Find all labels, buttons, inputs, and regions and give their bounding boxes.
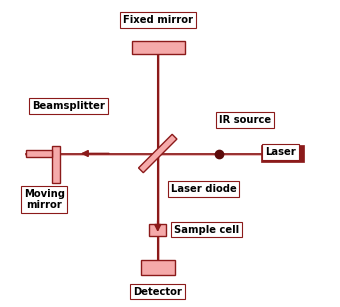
FancyBboxPatch shape xyxy=(52,146,61,183)
Text: IR source: IR source xyxy=(219,115,271,125)
FancyBboxPatch shape xyxy=(141,260,175,275)
Text: Laser: Laser xyxy=(265,147,296,157)
Text: Detector: Detector xyxy=(133,287,182,297)
FancyBboxPatch shape xyxy=(132,41,185,54)
FancyBboxPatch shape xyxy=(26,150,52,157)
Text: Fixed mirror: Fixed mirror xyxy=(123,15,193,25)
FancyBboxPatch shape xyxy=(149,224,166,236)
Text: Laser diode: Laser diode xyxy=(171,184,237,194)
Text: Beamsplitter: Beamsplitter xyxy=(32,101,105,111)
FancyBboxPatch shape xyxy=(260,145,304,162)
Text: Moving
mirror: Moving mirror xyxy=(23,189,65,210)
Text: Sample cell: Sample cell xyxy=(174,225,239,235)
Polygon shape xyxy=(138,134,177,173)
